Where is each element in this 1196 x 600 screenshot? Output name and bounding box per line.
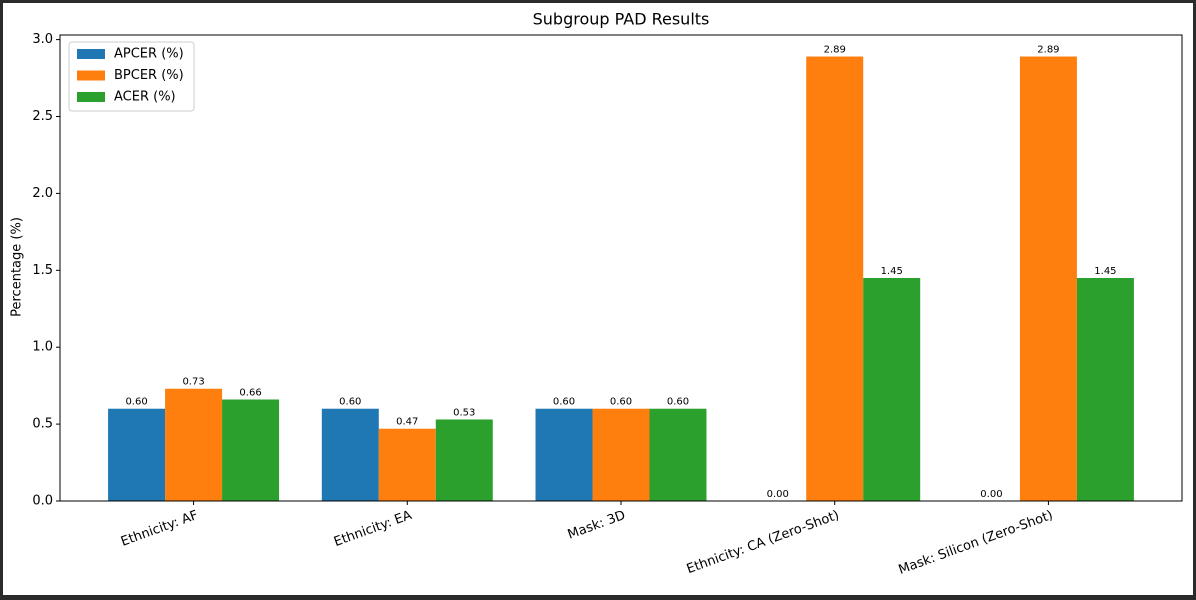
y-tick-label: 2.5 [32,109,53,124]
bar [592,408,650,501]
bar [378,428,436,501]
value-label: 2.89 [824,45,846,56]
value-label: 2.89 [1037,45,1059,56]
value-label: 1.45 [881,266,903,277]
legend-label: APCER (%) [114,47,184,62]
chart-title: Subgroup PAD Results [533,10,710,29]
value-label: 0.00 [767,489,789,500]
bar [1019,56,1077,502]
bar [321,408,379,501]
y-tick-label: 0.5 [32,417,53,432]
y-tick-label: 1.0 [32,340,53,355]
bar [165,388,223,501]
plot-frame [59,34,1183,502]
value-label: 1.45 [1094,266,1116,277]
legend-label: BPCER (%) [114,68,184,83]
bar [535,408,593,501]
bar [435,419,493,501]
bar [108,408,166,501]
legend-label: ACER (%) [114,90,176,105]
value-label: 0.60 [667,397,689,408]
value-label: 0.66 [239,387,261,398]
y-axis-label: Percentage (%) [10,217,25,317]
y-tick-label: 1.5 [32,263,53,278]
legend-swatch [77,92,105,102]
legend-swatch [77,70,105,81]
y-tick-label: 3.0 [32,32,53,47]
bar [1076,277,1134,501]
legend-swatch [77,49,105,59]
value-label: 0.60 [125,397,147,408]
value-label: 0.60 [553,397,575,408]
value-label: 0.47 [396,417,418,428]
value-label: 0.00 [980,489,1002,500]
bar [863,277,921,501]
value-label: 0.60 [339,397,361,408]
value-label: 0.53 [453,407,475,418]
bar [806,56,864,502]
y-tick-label: 0.0 [32,494,53,509]
value-label: 0.73 [182,377,204,388]
y-tick-label: 2.0 [32,186,53,201]
bar [649,408,707,501]
value-label: 0.60 [610,397,632,408]
bar [222,399,280,501]
